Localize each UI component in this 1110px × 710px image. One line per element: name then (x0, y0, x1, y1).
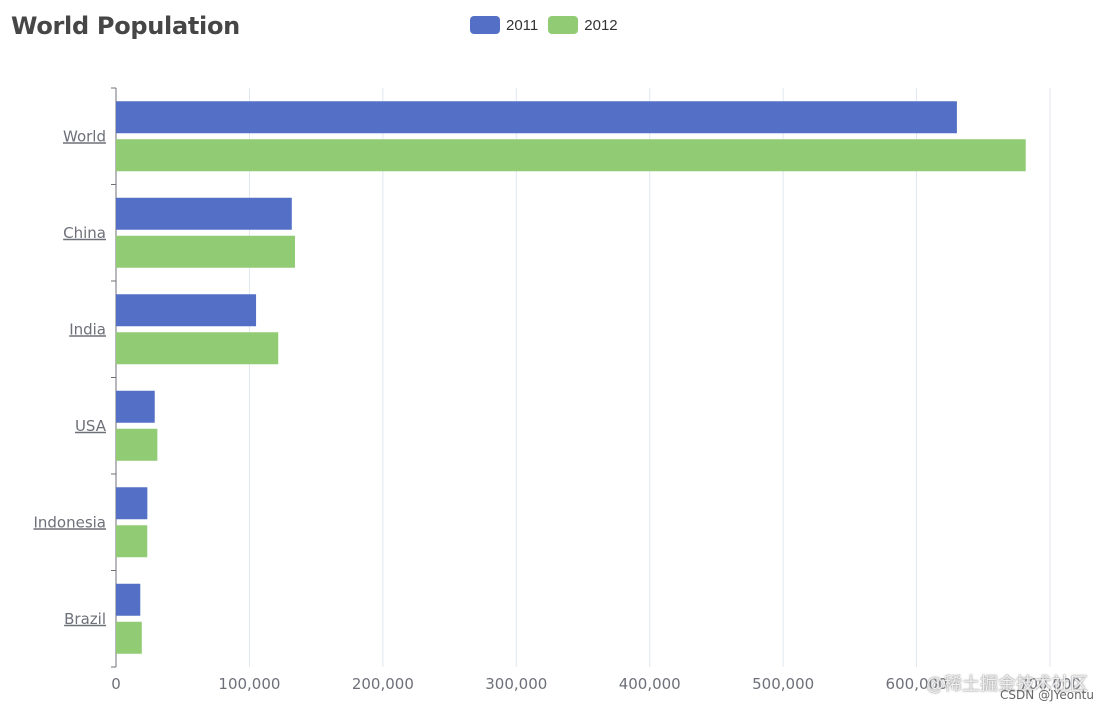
y-tick-label: Indonesia (33, 513, 106, 531)
x-tick-label: 300,000 (485, 675, 547, 693)
bar-2012-china (116, 235, 295, 268)
bar-2012-india (116, 332, 279, 365)
legend-item-2012[interactable]: 2012 (548, 16, 618, 34)
y-tick-label: India (69, 320, 106, 338)
bar-2012-world (116, 139, 1026, 172)
x-tick-label: 500,000 (752, 675, 814, 693)
watermark-juejin: @稀土掘金技术社区 (926, 674, 1088, 695)
legend-swatch-2012 (548, 16, 579, 34)
legend-swatch-2011 (470, 16, 500, 34)
chart-title: World Population (11, 12, 240, 40)
x-tick-label: 0 (111, 675, 121, 693)
legend-label-2012: 2012 (584, 16, 618, 34)
x-tick-label: 600,000 (886, 675, 948, 693)
bar-2012-usa (116, 428, 158, 461)
legend-label-2011: 2011 (506, 16, 539, 34)
bar-2011-china (116, 197, 292, 230)
x-tick-label: 200,000 (352, 675, 414, 693)
watermark-csdn: CSDN @JYeontu (1000, 688, 1094, 702)
legend-item-2011[interactable]: 2011 (470, 16, 538, 34)
y-tick-label: Brazil (64, 610, 106, 628)
chart-legend: 2011 2012 (470, 16, 628, 34)
bar-2012-indonesia (116, 525, 148, 558)
x-tick-label: 700,000 (1019, 675, 1081, 693)
bar-2011-indonesia (116, 487, 148, 520)
y-tick-label: USA (75, 417, 107, 435)
bar-2011-india (116, 294, 257, 327)
y-tick-label: China (63, 224, 106, 242)
x-tick-label: 100,000 (218, 675, 280, 693)
x-tick-label: 400,000 (619, 675, 681, 693)
bar-2012-brazil (116, 621, 142, 654)
bar-2011-usa (116, 390, 155, 423)
y-tick-label: World (63, 127, 106, 145)
bar-2011-world (116, 101, 957, 134)
bar-2011-brazil (116, 583, 141, 616)
